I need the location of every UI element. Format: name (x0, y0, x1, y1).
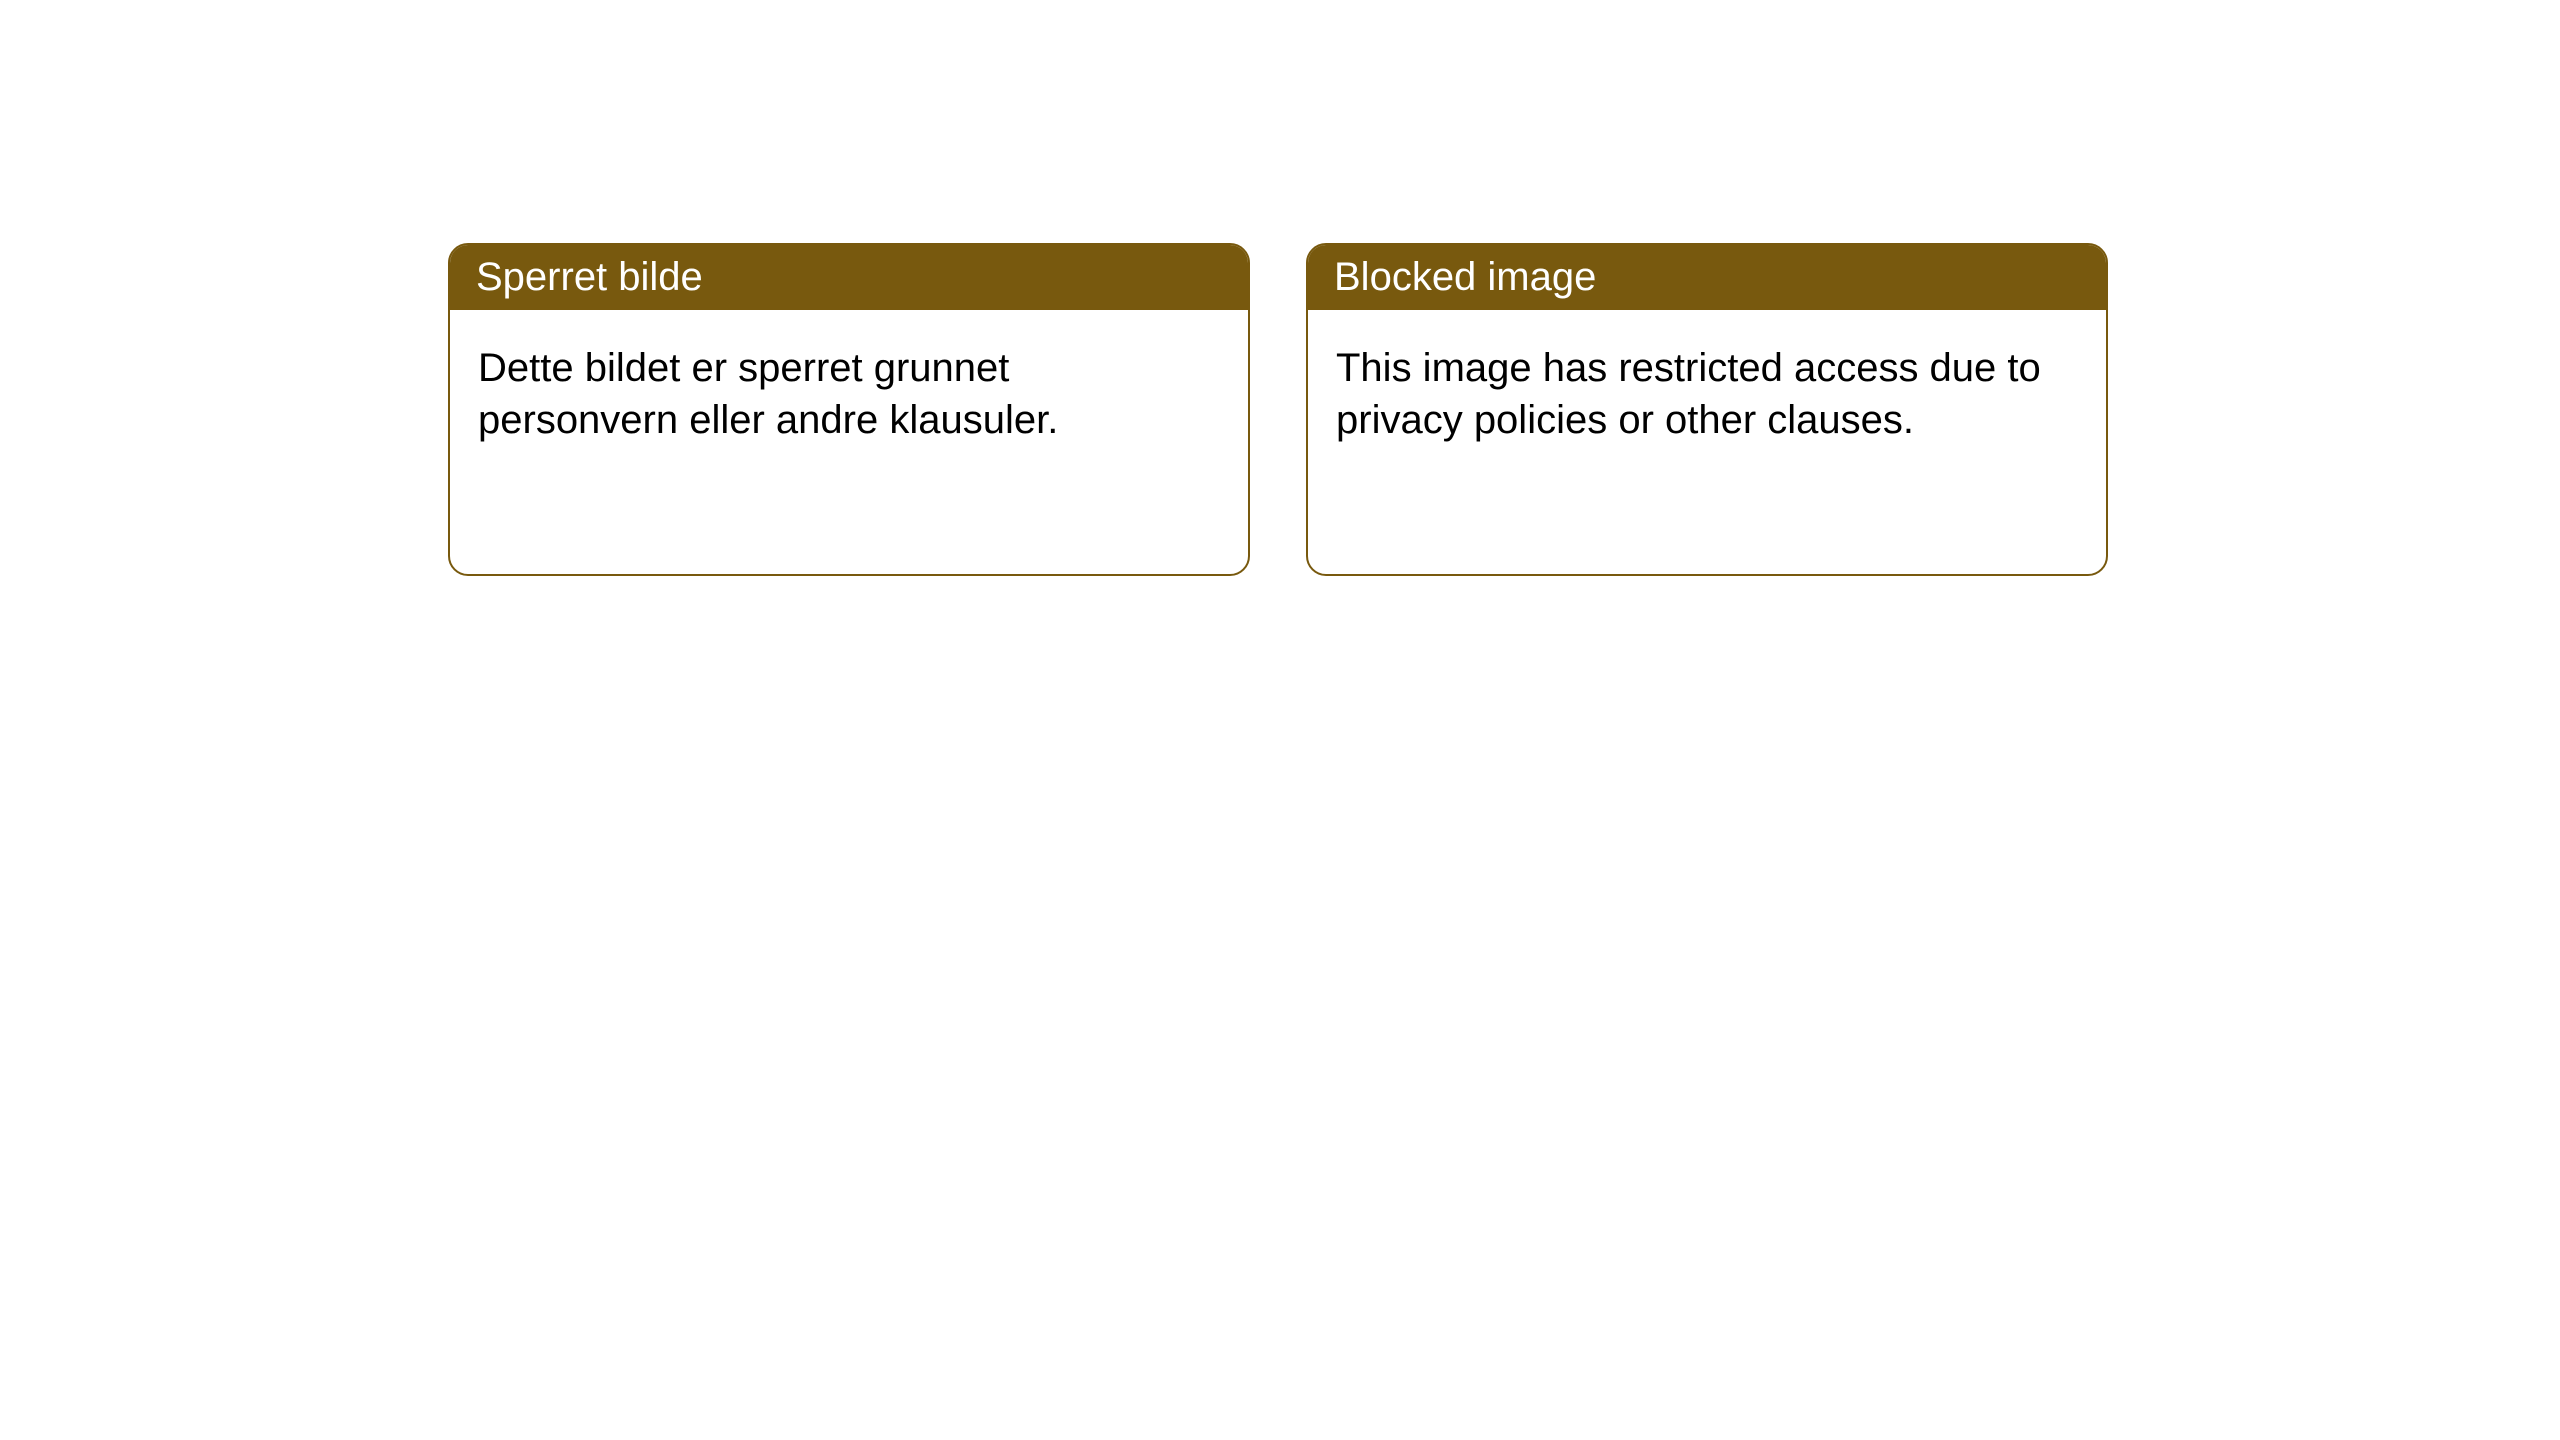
notice-card-body: This image has restricted access due to … (1308, 310, 2106, 478)
notice-container: Sperret bilde Dette bildet er sperret gr… (0, 0, 2560, 576)
notice-card-title: Blocked image (1308, 245, 2106, 310)
notice-card-body: Dette bildet er sperret grunnet personve… (450, 310, 1248, 478)
notice-card-title: Sperret bilde (450, 245, 1248, 310)
notice-card-english: Blocked image This image has restricted … (1306, 243, 2108, 576)
notice-card-norwegian: Sperret bilde Dette bildet er sperret gr… (448, 243, 1250, 576)
